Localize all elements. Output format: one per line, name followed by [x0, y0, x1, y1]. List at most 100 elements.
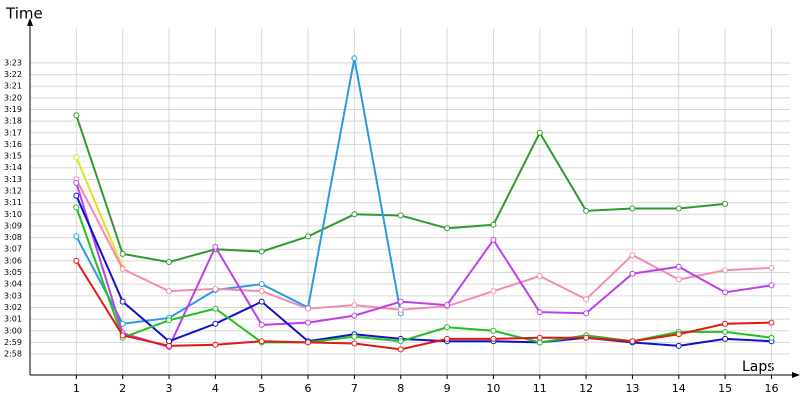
x-tick-label: 2	[119, 382, 126, 395]
point	[212, 341, 219, 348]
x-axis-arrow	[792, 372, 800, 378]
point	[212, 285, 219, 292]
y-tick-label: 2:59	[4, 338, 22, 347]
x-tick-label: 10	[486, 382, 500, 395]
y-tick-label: 3:07	[4, 245, 22, 254]
series-line	[75, 195, 772, 347]
y-tick-label: 3:18	[4, 117, 22, 126]
point	[444, 225, 451, 232]
point	[119, 298, 126, 305]
point	[73, 112, 80, 119]
point	[536, 309, 543, 316]
y-axis-label: Time	[5, 5, 43, 23]
point	[444, 335, 451, 342]
point	[629, 205, 636, 212]
x-tick-label: 1	[73, 382, 80, 395]
point	[583, 334, 590, 341]
y-tick-label: 3:17	[4, 128, 22, 137]
point	[675, 263, 682, 270]
point	[351, 211, 358, 218]
point	[73, 257, 80, 264]
y-tick-label: 3:08	[4, 233, 22, 242]
point	[305, 233, 312, 240]
x-tick-label: 5	[258, 382, 265, 395]
point	[397, 338, 404, 345]
y-tick-label: 3:15	[4, 152, 22, 161]
point	[583, 296, 590, 303]
y-tick-label: 3:20	[4, 93, 22, 102]
point	[258, 288, 265, 295]
point	[73, 233, 80, 240]
y-tick-label: 3:11	[4, 198, 22, 207]
point	[583, 207, 590, 214]
y-tick-label: 2:58	[4, 350, 22, 359]
point	[73, 179, 80, 186]
series-line	[75, 260, 772, 351]
point	[397, 212, 404, 219]
point	[536, 129, 543, 136]
point	[722, 320, 729, 327]
point	[722, 289, 729, 296]
point	[490, 335, 497, 342]
point	[212, 320, 219, 327]
point	[768, 334, 775, 341]
point	[351, 302, 358, 309]
x-tick-label: 11	[533, 382, 547, 395]
y-tick-label: 3:01	[4, 315, 22, 324]
point	[212, 305, 219, 312]
y-tick-label: 3:13	[4, 175, 22, 184]
point	[166, 288, 173, 295]
y-tick-label: 3:06	[4, 256, 22, 265]
point	[768, 264, 775, 271]
point	[397, 298, 404, 305]
point	[305, 319, 312, 326]
point	[536, 273, 543, 280]
point	[629, 252, 636, 259]
point	[166, 342, 173, 349]
point	[73, 192, 80, 199]
series-line	[75, 156, 124, 269]
y-tick-label: 3:04	[4, 280, 22, 289]
series-line	[75, 178, 772, 311]
point	[675, 342, 682, 349]
point	[212, 243, 219, 250]
y-tick-label: 3:12	[4, 187, 22, 196]
y-tick-label: 3:05	[4, 268, 22, 277]
point	[351, 55, 358, 62]
x-tick-label: 12	[579, 382, 593, 395]
x-tick-label: 14	[672, 382, 686, 395]
point	[722, 328, 729, 335]
point	[768, 282, 775, 289]
x-tick-label: 16	[764, 382, 778, 395]
point	[583, 310, 590, 317]
y-tick-label: 3:00	[4, 326, 22, 335]
y-tick-label: 3:16	[4, 140, 22, 149]
y-tick-label: 3:21	[4, 82, 22, 91]
y-tick-label: 3:09	[4, 221, 22, 230]
series-line	[75, 206, 772, 344]
y-tick-label: 3:22	[4, 70, 22, 79]
point	[258, 298, 265, 305]
point	[73, 154, 80, 161]
point	[258, 281, 265, 288]
point	[444, 302, 451, 309]
y-tick-label: 3:14	[4, 163, 22, 172]
point	[722, 335, 729, 342]
point	[444, 324, 451, 331]
point	[397, 346, 404, 353]
series-line	[75, 182, 772, 349]
y-tick-label: 3:10	[4, 210, 22, 219]
point	[119, 250, 126, 257]
y-tick-label: 3:19	[4, 105, 22, 114]
point	[119, 332, 126, 339]
point	[675, 205, 682, 212]
point	[536, 334, 543, 341]
point	[629, 338, 636, 345]
y-axis-arrow	[27, 18, 33, 26]
x-tick-label: 8	[397, 382, 404, 395]
x-tick-label: 3	[166, 382, 173, 395]
x-tick-label: 9	[444, 382, 451, 395]
point	[258, 321, 265, 328]
x-tick-label: 7	[351, 382, 358, 395]
